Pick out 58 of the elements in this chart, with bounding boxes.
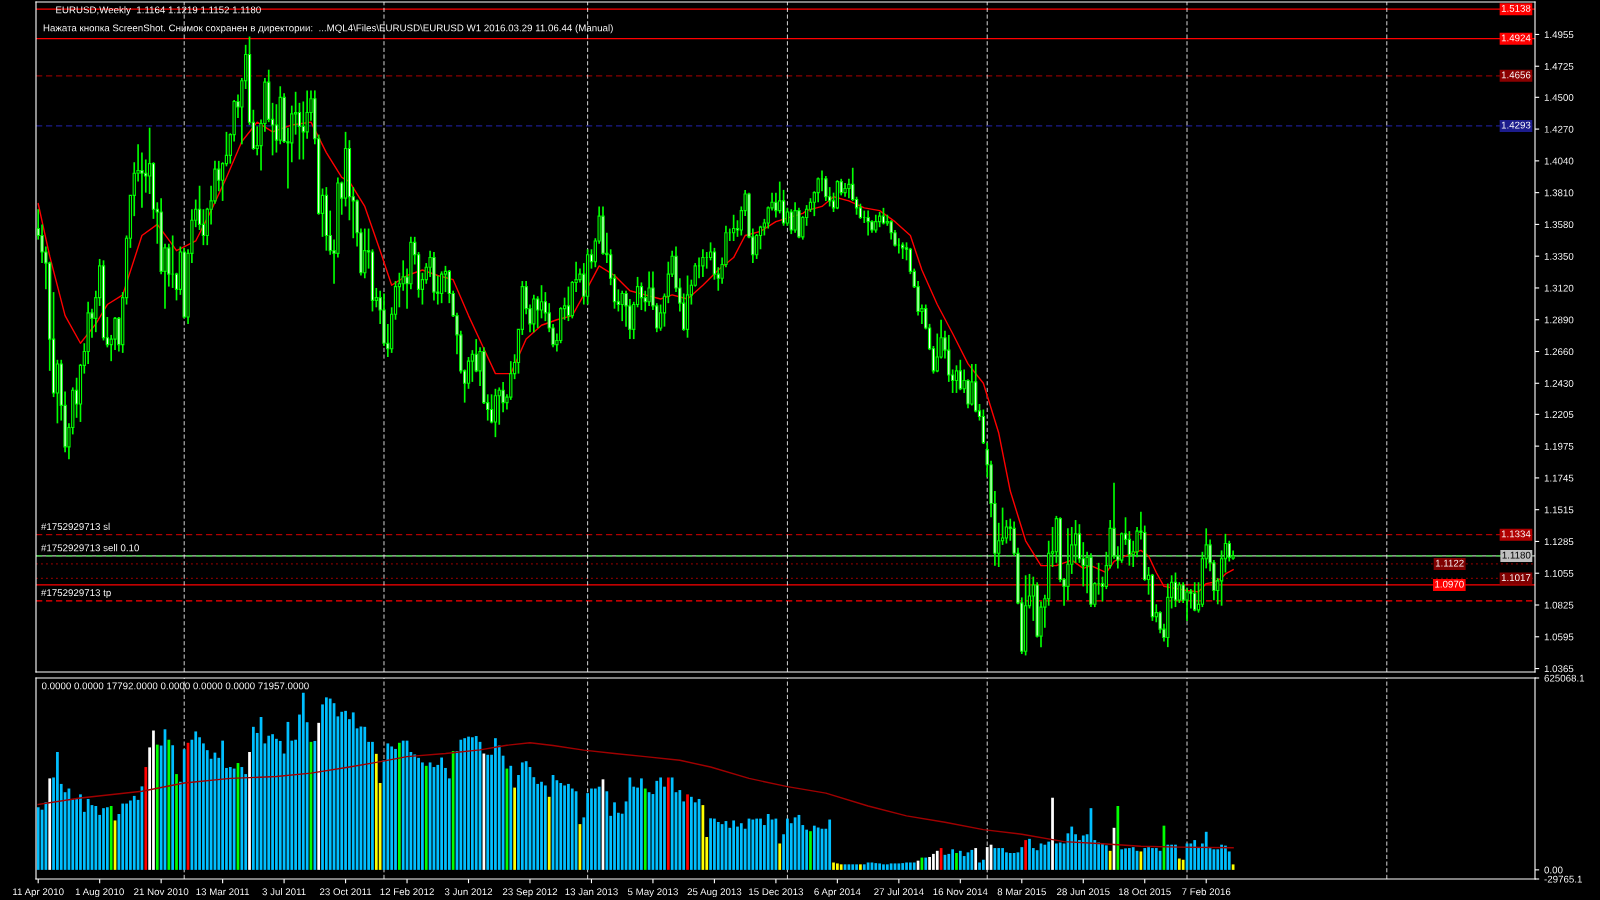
ref-line-label: 1.1017 [1501,574,1531,582]
chart-title: 0.0000 0.0000 17792.0000 0.0000 0.0000 0.0000 71957.0000 [41,682,309,690]
x-tick-label: 3 Jul 2011 [262,888,306,896]
y-tick-label: 1.3810 [1544,189,1574,197]
annotation: #1752929713 tp [41,589,111,599]
x-tick-label: 13 Mar 2011 [196,888,250,896]
y-tick-label: 1.2660 [1544,348,1574,356]
ref-line-label: 1.1122 [1435,559,1464,567]
annotation: #1752929713 sl [41,522,110,530]
y-tick-label: 1.4955 [1544,31,1574,39]
y-tick-label: 1.1745 [1544,474,1574,482]
y-tick-label: 1.0365 [1544,665,1574,673]
y-tick-label: 1.3580 [1544,221,1574,229]
x-tick-label: 18 Oct 2015 [1119,888,1171,896]
y-tick-label: 0.00 [1544,866,1563,874]
ref-line-label: 1.0970 [1435,580,1464,588]
x-tick-label: 12 Feb 2012 [380,888,434,896]
y-tick-label: 1.4270 [1544,125,1574,133]
x-tick-label: 11 Apr 2010 [13,888,64,898]
y-tick-label: 1.0825 [1544,601,1574,609]
x-tick-label: 3 Jun 2012 [444,888,493,896]
y-tick-label: -29765.1 [1544,875,1582,883]
y-tick-label: 1.4725 [1544,62,1574,70]
ref-line-label: 1.5138 [1501,4,1531,12]
y-tick-label: 1.4040 [1544,157,1574,165]
ref-line-label: 1.1334 [1501,530,1531,538]
ref-line-label: 1.4656 [1501,71,1531,79]
x-tick-label: 23 Sep 2012 [502,888,558,898]
x-tick-label: 21 Nov 2010 [134,888,189,896]
y-tick-label: 1.3350 [1544,252,1574,260]
x-tick-label: 1 Aug 2010 [75,888,124,898]
x-tick-label: 7 Feb 2016 [1182,888,1231,896]
x-tick-label: 28 Jun 2015 [1057,888,1110,896]
y-tick-label: 1.1515 [1544,506,1574,514]
ref-line-label: 1.1180 [1502,551,1531,559]
ref-line-label: 1.4293 [1501,121,1531,129]
x-tick-label: 16 Nov 2014 [933,888,988,896]
annotation: #1752929713 sell 0.10 [41,544,139,552]
x-tick-label: 8 Mar 2015 [997,888,1046,896]
x-tick-label: 5 May 2013 [627,888,678,898]
y-tick-label: 625068.1 [1544,674,1585,682]
x-tick-label: 25 Aug 2013 [687,888,742,898]
y-tick-label: 1.2205 [1544,411,1574,418]
y-tick-label: 1.0595 [1544,633,1574,641]
x-tick-label: 13 Jan 2013 [565,888,618,896]
y-tick-label: 1.4500 [1544,94,1574,101]
ref-line-label: 1.4924 [1501,34,1531,42]
y-tick-label: 1.2430 [1544,380,1574,387]
y-tick-label: 1.1975 [1544,442,1574,450]
y-tick-label: 1.1285 [1544,538,1574,546]
x-tick-label: 15 Dec 2013 [749,888,804,896]
x-tick-label: 6 Apr 2014 [814,888,861,898]
text: Нажата кнопка ScreenShot. Снимок сохранен в директории: ...MQL4\Files\EURUSD\EURUSD W1 2016.03.29 11.06.44 (Manual) [43,24,613,34]
y-tick-label: 1.1055 [1544,569,1574,577]
y-tick-label: 1.3120 [1544,284,1574,292]
x-tick-label: 27 Jul 2014 [874,888,924,896]
y-tick-label: 1.2890 [1544,316,1574,324]
x-tick-label: 23 Oct 2011 [319,888,372,896]
